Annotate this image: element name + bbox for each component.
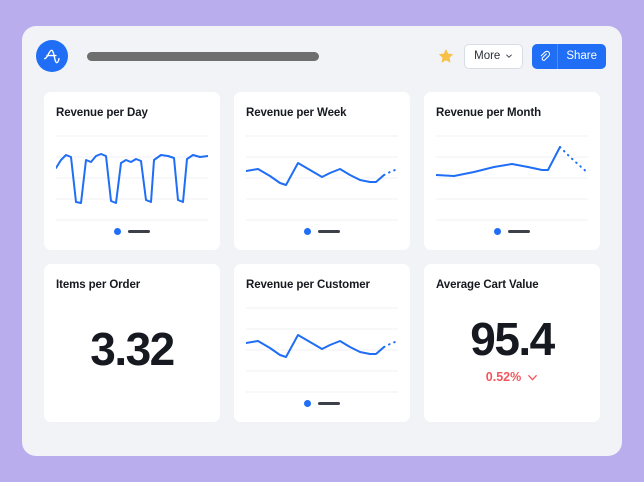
metric-value: 3.32 <box>90 323 175 375</box>
series-color-dot-icon <box>494 227 501 235</box>
card-title: Revenue per Week <box>246 107 347 119</box>
metric-value: 95.4 <box>470 313 555 365</box>
card-revenue-per-day[interactable]: Revenue per Day <box>44 92 220 250</box>
share-button-label: Share <box>566 50 597 62</box>
card-title: Revenue per Customer <box>246 279 370 291</box>
amplitude-logo-icon[interactable] <box>36 40 68 72</box>
dashboard-panel: More Share <box>22 26 622 456</box>
more-button-label: More <box>474 50 501 62</box>
line-chart-revenue-per-day <box>56 130 208 222</box>
dashboard-header: More Share <box>22 26 622 86</box>
metric-delta-value: 0.52% <box>485 370 522 384</box>
card-title: Items per Order <box>56 279 141 291</box>
dashboard-title-placeholder[interactable] <box>87 51 319 61</box>
chart-legend <box>56 222 208 240</box>
star-favorite-icon[interactable] <box>437 47 455 65</box>
paperclip-link-icon[interactable] <box>532 43 559 69</box>
series-color-dot-icon <box>304 399 311 407</box>
card-revenue-per-month[interactable]: Revenue per Month <box>424 92 600 250</box>
share-button[interactable]: Share <box>558 44 606 69</box>
legend-label-placeholder <box>318 229 340 233</box>
more-button[interactable]: More <box>464 43 524 69</box>
card-average-cart-value[interactable]: Average Cart Value 95.4 0.52% <box>424 264 600 422</box>
legend-label-placeholder <box>128 229 150 233</box>
metric-body: 3.32 <box>56 292 208 412</box>
line-chart-revenue-per-month <box>436 130 588 222</box>
chevron-down-icon <box>505 52 513 60</box>
line-chart-revenue-per-week <box>246 130 398 222</box>
card-title: Revenue per Day <box>56 107 148 119</box>
card-title: Average Cart Value <box>436 279 539 291</box>
legend-label-placeholder <box>508 229 530 233</box>
metric-delta: 0.52% <box>486 370 538 384</box>
metric-body: 95.4 0.52% <box>436 292 588 412</box>
series-color-dot-icon <box>304 227 311 235</box>
card-title: Revenue per Month <box>436 107 542 119</box>
share-button-group: Share <box>532 43 606 69</box>
series-color-dot-icon <box>114 227 121 235</box>
card-items-per-order[interactable]: Items per Order 3.32 <box>44 264 220 422</box>
card-revenue-per-week[interactable]: Revenue per Week <box>234 92 410 250</box>
dashboard-card-grid: Revenue per Day <box>44 92 600 422</box>
header-actions: More Share <box>437 43 606 69</box>
chart-legend <box>436 222 588 240</box>
line-chart-revenue-per-customer <box>246 302 398 394</box>
card-revenue-per-customer[interactable]: Revenue per Customer <box>234 264 410 422</box>
legend-label-placeholder <box>318 401 340 405</box>
chevron-down-icon <box>527 372 538 383</box>
chart-legend <box>246 394 398 412</box>
chart-legend <box>246 222 398 240</box>
